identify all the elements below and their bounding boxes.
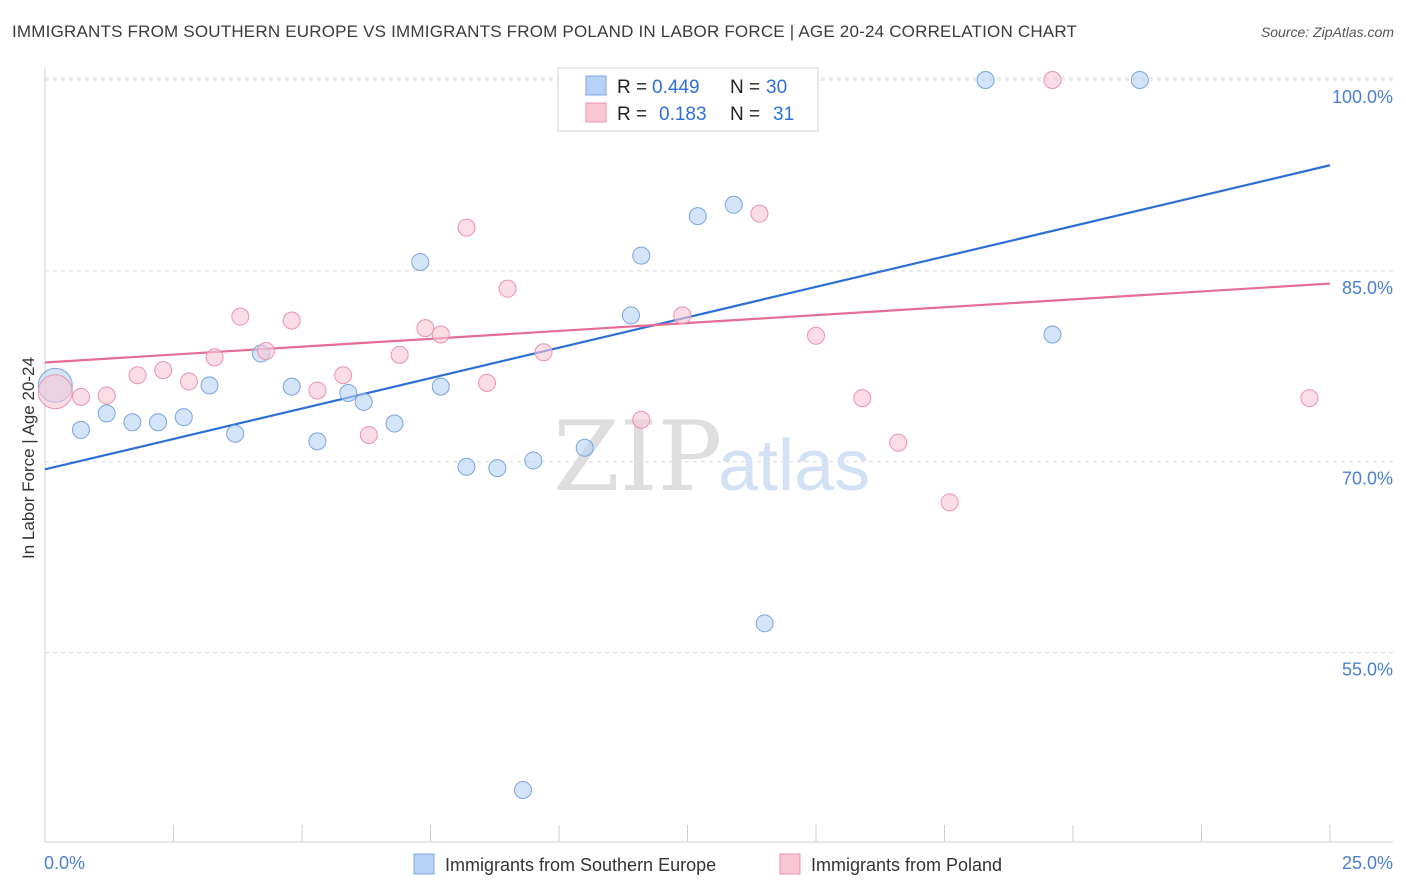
data-point-poland — [37, 374, 73, 410]
y-axis-title: In Labor Force | Age 20-24 — [19, 357, 38, 559]
data-point-southern-europe — [282, 377, 301, 396]
legend-label-poland: Immigrants from Poland — [811, 855, 1002, 875]
data-point-southern-europe — [621, 306, 640, 325]
legend-swatch-poland — [779, 853, 801, 875]
y-tick-label: 55.0% — [1342, 660, 1393, 680]
data-point-poland — [97, 386, 116, 405]
data-point-southern-europe — [411, 252, 430, 271]
stats-n-value: 31 — [773, 104, 794, 125]
stats-swatch-southern-europe — [585, 75, 607, 96]
x-tick-label-min: 0.0% — [44, 853, 85, 873]
data-point-southern-europe — [385, 414, 404, 433]
data-point-southern-europe — [354, 392, 373, 411]
data-point-southern-europe — [524, 451, 543, 470]
data-point-poland — [889, 433, 908, 452]
stats-n-value: 30 — [766, 77, 787, 98]
stats-r-value: 0.449 — [652, 77, 700, 98]
data-point-southern-europe — [308, 432, 327, 451]
data-point-poland — [257, 342, 276, 361]
data-point-southern-europe — [71, 420, 90, 439]
data-point-poland — [231, 307, 250, 326]
chart-title: IMMIGRANTS FROM SOUTHERN EUROPE VS IMMIG… — [12, 22, 1078, 41]
data-point-southern-europe — [755, 614, 774, 633]
data-point-southern-europe — [200, 376, 219, 395]
watermark-atlas: atlas — [718, 426, 870, 506]
x-tick-label-max: 25.0% — [1342, 853, 1393, 873]
legend-swatch-southern-europe — [413, 853, 435, 875]
data-point-poland — [498, 279, 517, 298]
data-point-poland — [750, 204, 769, 223]
data-point-poland — [71, 387, 90, 406]
data-point-southern-europe — [1043, 325, 1062, 344]
data-point-poland — [807, 326, 825, 345]
source-label: Source: ZipAtlas.com — [1260, 24, 1394, 40]
grid-layer — [45, 77, 1393, 654]
data-point-poland — [431, 325, 450, 344]
legend-label-southern-europe: Immigrants from Southern Europe — [445, 855, 716, 875]
data-point-southern-europe — [575, 438, 594, 457]
data-point-southern-europe — [1130, 71, 1149, 89]
stats-swatch-poland — [585, 102, 607, 123]
stats-box: R = 0.449 N = 30 R = 0.183 N = 31 — [557, 67, 819, 132]
data-point-southern-europe — [514, 781, 533, 799]
data-point-southern-europe — [149, 413, 168, 432]
data-point-southern-europe — [97, 404, 116, 423]
stats-r-label: R = — [617, 77, 647, 98]
data-point-poland — [179, 372, 198, 391]
stats-n-label: N = — [730, 77, 760, 98]
data-point-poland — [154, 361, 173, 380]
data-point-poland — [205, 348, 224, 367]
data-point-southern-europe — [724, 195, 743, 214]
data-point-poland — [282, 311, 301, 330]
data-point-poland — [853, 389, 872, 408]
data-point-southern-europe — [488, 459, 507, 478]
data-point-poland — [359, 426, 378, 444]
legend: Immigrants from Southern Europe Immigran… — [413, 853, 1002, 875]
stats-r-label: R = — [617, 104, 647, 125]
stats-n-label: N = — [730, 104, 760, 125]
data-point-poland — [457, 218, 476, 237]
stats-r-value: 0.183 — [659, 104, 707, 125]
data-point-poland — [1300, 389, 1319, 408]
data-point-poland — [1043, 71, 1062, 89]
labels-layer: 55.0% 70.0% 85.0% 100.0% 0.0% 25.0% — [44, 87, 1393, 873]
data-point-southern-europe — [976, 71, 995, 89]
data-point-poland — [128, 366, 147, 385]
axes-layer — [44, 68, 1393, 843]
data-point-southern-europe — [457, 457, 476, 476]
y-tick-label: 85.0% — [1342, 278, 1393, 298]
data-point-poland — [673, 306, 692, 325]
data-point-poland — [416, 319, 435, 338]
data-point-southern-europe — [339, 384, 358, 403]
data-point-poland — [534, 343, 553, 362]
data-point-poland — [334, 366, 353, 385]
data-point-southern-europe — [632, 246, 651, 265]
y-tick-label: 100.0% — [1332, 87, 1393, 107]
data-point-southern-europe — [123, 413, 142, 432]
data-point-southern-europe — [174, 408, 193, 427]
data-point-poland — [632, 410, 651, 429]
data-point-poland — [390, 345, 409, 364]
data-point-poland — [308, 381, 327, 400]
data-point-poland — [478, 373, 497, 392]
data-point-southern-europe — [688, 207, 707, 226]
data-point-poland — [940, 493, 959, 512]
y-tick-label: 70.0% — [1342, 469, 1393, 489]
data-point-southern-europe — [431, 377, 450, 396]
data-point-southern-europe — [226, 424, 245, 443]
